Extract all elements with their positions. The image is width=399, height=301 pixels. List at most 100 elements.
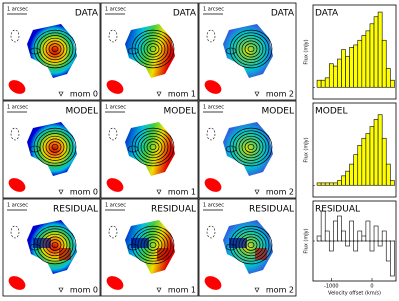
contour-small: [254, 91, 260, 97]
map-panel: 1 arcsec MODEL mom 0: [2, 100, 101, 199]
bar: [361, 235, 367, 242]
bar: [353, 44, 359, 88]
row-label: MODEL: [66, 107, 98, 117]
contour-small: [156, 189, 162, 195]
bar: [377, 240, 383, 247]
bar: [377, 11, 383, 88]
contour: [137, 35, 169, 63]
bar: [361, 137, 367, 186]
contour: [235, 35, 267, 63]
bar: [373, 225, 379, 242]
row-label: DATA: [271, 9, 295, 19]
contour: [42, 233, 68, 257]
bar: [357, 39, 363, 88]
moment-label: mom 1: [168, 188, 196, 197]
contour: [238, 233, 264, 257]
contour-dashed: [10, 29, 20, 43]
bar: [390, 180, 395, 186]
contour-small: [156, 287, 162, 293]
moment-label: mom 2: [266, 90, 294, 99]
contour: [229, 127, 273, 167]
map-panel: 1 arcsec DATA mom 2: [198, 2, 297, 101]
bar: [381, 137, 387, 186]
bar: [381, 39, 387, 88]
contour-dashed: [225, 47, 237, 55]
contour: [235, 231, 267, 259]
contour: [143, 236, 163, 254]
contour-dashed: [225, 243, 237, 251]
contour: [48, 239, 62, 251]
x-axis-label: Velocity offset (km/s): [328, 291, 381, 297]
emission-map: [125, 122, 175, 176]
contour: [39, 231, 71, 259]
scale-label: 1 arcsec: [7, 7, 28, 13]
bar: [357, 230, 363, 242]
bar: [369, 23, 375, 88]
contour: [45, 40, 65, 58]
chart-title: DATA: [315, 9, 339, 19]
row-label: RESIDUAL: [249, 205, 294, 215]
bar: [345, 240, 350, 247]
contour-dashed: [127, 243, 139, 251]
row-label: DATA: [75, 9, 99, 19]
scale-label: 1 arcsec: [203, 105, 224, 111]
bar: [333, 220, 338, 242]
contour: [232, 32, 270, 66]
bar: [377, 114, 383, 186]
contour-dashed: [206, 225, 216, 239]
contour-dashed: [29, 243, 41, 251]
bar: [316, 235, 322, 242]
emission-map: [223, 220, 273, 274]
emission-map: [223, 24, 273, 78]
contour: [45, 236, 65, 254]
contour: [33, 127, 77, 167]
beam: [106, 80, 124, 94]
bar: [357, 145, 363, 186]
contour: [238, 37, 264, 61]
contour-dashed: [108, 127, 118, 141]
y-axis-label: Flux (mJy): [304, 228, 310, 253]
contour: [134, 130, 172, 164]
bar: [341, 230, 346, 242]
contour: [247, 241, 255, 249]
contour: [146, 141, 160, 153]
contour: [235, 133, 267, 161]
contour: [33, 29, 77, 69]
bar: [365, 30, 371, 88]
emission-map: [27, 220, 77, 274]
bar: [373, 119, 379, 186]
bar: [341, 175, 346, 186]
contour: [244, 141, 258, 153]
contour-small: [58, 91, 64, 97]
contour: [241, 40, 261, 58]
contour: [247, 143, 255, 151]
bar: [365, 220, 371, 242]
contour-dashed: [127, 47, 139, 55]
contour: [149, 45, 157, 53]
map-panel: 1 arcsec DATA mom 0: [2, 2, 101, 101]
bar: [341, 49, 346, 88]
contour: [232, 228, 270, 262]
contour: [241, 236, 261, 254]
bar: [385, 68, 391, 88]
contour: [51, 143, 59, 151]
bar: [324, 77, 330, 88]
y-axis-label: Flux (mJy): [304, 39, 310, 64]
bar: [365, 133, 371, 186]
bar: [333, 182, 338, 186]
contour: [134, 32, 172, 66]
bar: [316, 79, 322, 88]
chart-title: MODEL: [315, 107, 347, 117]
bar: [353, 240, 359, 252]
contour: [134, 228, 172, 262]
contour: [39, 133, 71, 161]
bar: [337, 58, 342, 88]
contour-dashed: [206, 127, 216, 141]
contour: [131, 29, 175, 69]
bar: [320, 210, 326, 242]
contour: [137, 133, 169, 161]
bar: [337, 215, 342, 242]
row-label: RESIDUAL: [151, 205, 196, 215]
beam: [106, 178, 124, 192]
